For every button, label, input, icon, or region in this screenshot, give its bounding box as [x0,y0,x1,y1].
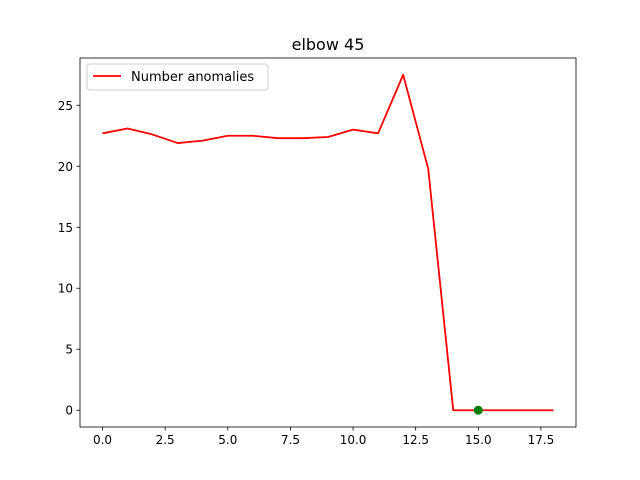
y-tick-label: 15 [58,221,73,235]
legend-series-label: Number anomalies [131,70,254,85]
marker-layer [473,405,483,415]
plot-frame [79,57,577,428]
data-point-marker [473,405,483,415]
y-tick-label: 0 [65,404,73,418]
plot-area [80,58,576,427]
x-tick-label: 12.5 [402,433,429,447]
legend: Number anomalies [86,63,269,91]
y-tick-label: 10 [58,282,73,296]
x-tick-label: 5.0 [218,433,237,447]
x-tick-label: 15.0 [465,433,492,447]
x-tick-label: 7.5 [281,433,300,447]
y-tick-label: 20 [58,160,73,174]
x-tick-label: 10.0 [340,433,367,447]
y-axis: 0 5 10 15 20 25 [58,99,80,418]
chart-title: elbow 45 [292,35,365,54]
legend-box [86,63,269,91]
x-tick-label: 0.0 [93,433,112,447]
x-axis: 0.0 2.5 5.0 7.5 10.0 12.5 15.0 17.5 [93,427,554,447]
y-tick-label: 25 [58,99,73,113]
y-tick-label: 5 [65,343,73,357]
x-tick-label: 2.5 [156,433,175,447]
x-tick-label: 17.5 [528,433,555,447]
